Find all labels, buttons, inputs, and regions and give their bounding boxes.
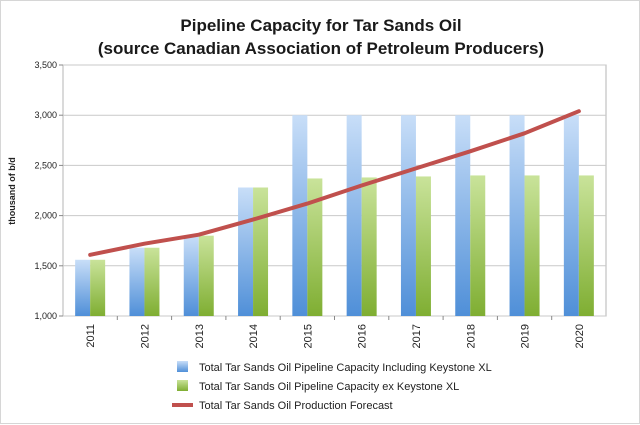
bar-ex-keystone bbox=[524, 175, 540, 316]
x-tick-label: 2017 bbox=[411, 324, 423, 348]
y-tick-label: 3,500 bbox=[34, 60, 57, 70]
chart-title-line-1: Pipeline Capacity for Tar Sands Oil bbox=[180, 16, 461, 35]
bar-including-keystone bbox=[75, 259, 91, 316]
plot-area: 1,000 1,500 2,000 2,500 3,000 3,500 2011 2012 20… bbox=[34, 60, 607, 348]
bar-including-keystone bbox=[346, 115, 362, 316]
legend-swatch bbox=[177, 361, 188, 372]
bar-including-keystone bbox=[563, 115, 579, 316]
bar-ex-keystone bbox=[144, 247, 160, 316]
legend-entry: Total Tar Sands Oil Pipeline Capacity ex… bbox=[199, 381, 459, 393]
bar-ex-keystone bbox=[198, 235, 214, 316]
bar-ex-keystone bbox=[361, 177, 377, 316]
y-tick-label: 2,000 bbox=[34, 211, 57, 221]
bar-ex-keystone bbox=[578, 175, 594, 316]
x-tick-label: 2013 bbox=[194, 324, 206, 348]
bar-including-keystone bbox=[183, 235, 199, 316]
chart-title-line-2: (source Canadian Association of Petroleu… bbox=[98, 39, 544, 58]
x-tick-label: 2019 bbox=[520, 324, 532, 348]
x-tick-label: 2018 bbox=[465, 324, 477, 348]
x-tick-label: 2016 bbox=[357, 324, 369, 348]
x-tick-label: 2014 bbox=[248, 324, 260, 348]
bar-ex-keystone bbox=[470, 175, 486, 316]
y-axis-label: thousand of b/d bbox=[7, 157, 17, 225]
bar-including-keystone bbox=[129, 247, 145, 316]
y-tick-label: 1,000 bbox=[34, 311, 57, 321]
bar-including-keystone bbox=[238, 187, 254, 316]
y-tick-label: 2,500 bbox=[34, 160, 57, 170]
bar-including-keystone bbox=[455, 115, 471, 316]
bar-ex-keystone bbox=[90, 259, 106, 316]
production-forecast-line bbox=[88, 109, 581, 257]
x-tick-label: 2012 bbox=[139, 324, 151, 348]
y-tick-label: 3,000 bbox=[34, 110, 57, 120]
legend-swatch bbox=[177, 380, 188, 391]
x-tick-label: 2015 bbox=[302, 324, 314, 348]
x-tick-label: 2020 bbox=[574, 324, 586, 348]
bar-ex-keystone bbox=[307, 178, 323, 316]
legend-entry: Total Tar Sands Oil Pipeline Capacity In… bbox=[199, 362, 492, 374]
bar-including-keystone bbox=[400, 115, 416, 316]
legend: Total Tar Sands Oil Pipeline Capacity In… bbox=[172, 361, 492, 412]
bar-including-keystone bbox=[509, 115, 525, 316]
bar-ex-keystone bbox=[253, 187, 269, 316]
y-tick-label: 1,500 bbox=[34, 261, 57, 271]
bar-ex-keystone bbox=[415, 176, 431, 316]
x-tick-label: 2011 bbox=[85, 324, 97, 348]
legend-entry: Total Tar Sands Oil Production Forecast bbox=[199, 400, 393, 412]
bar-including-keystone bbox=[292, 115, 308, 316]
